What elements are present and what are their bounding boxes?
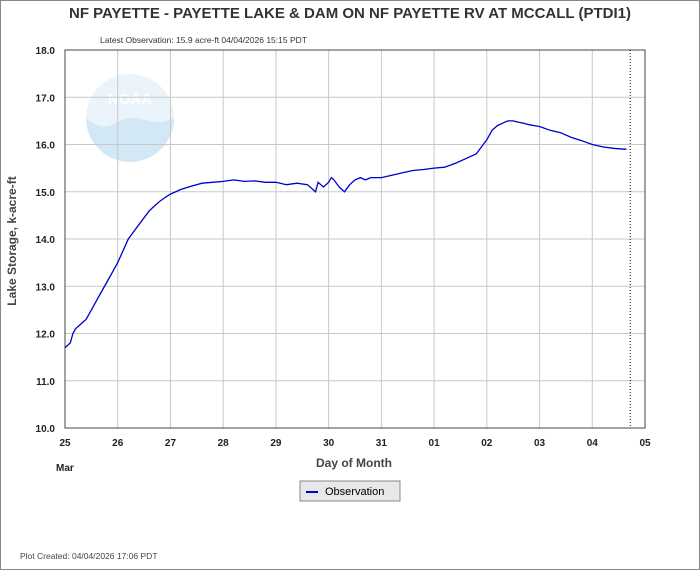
- legend: Observation: [299, 480, 401, 502]
- x-tick-label: 25: [59, 438, 71, 449]
- x-tick-label: 01: [429, 438, 441, 449]
- y-tick-label: 15.0: [36, 188, 56, 199]
- y-tick-label: 10.0: [36, 424, 56, 435]
- y-tick-label: 13.0: [36, 282, 56, 293]
- y-axis-ticks: 10.0 11.0 12.0 13.0 14.0 15.0 16.0 17.0 18.0: [36, 46, 56, 435]
- plot-area: [64, 49, 646, 429]
- x-tick-label: 02: [481, 438, 493, 449]
- x-tick-label: 31: [376, 438, 388, 449]
- observation-series-line: [64, 120, 627, 349]
- month-label: Mar: [56, 463, 74, 474]
- x-tick-label: 29: [270, 438, 282, 449]
- latest-observation: Latest Observation: 15.9 acre-ft 04/04/2…: [100, 35, 307, 45]
- chart-title: NF PAYETTE - PAYETTE LAKE & DAM ON NF PA…: [69, 5, 631, 22]
- x-tick-label: 03: [534, 438, 546, 449]
- x-tick-label: 05: [639, 438, 651, 449]
- y-tick-label: 11.0: [36, 377, 55, 388]
- legend-box: [299, 480, 401, 502]
- y-tick-label: 12.0: [36, 330, 56, 341]
- x-axis-ticks: 25 26 27 28 29 30 31 01 02 03 04 05: [59, 438, 651, 449]
- grid: [65, 50, 645, 428]
- x-tick-label: 04: [587, 438, 599, 449]
- x-axis-label: Day of Month: [316, 456, 392, 470]
- y-tick-label: 16.0: [36, 141, 56, 152]
- x-tick-label: 27: [165, 438, 177, 449]
- plot-created: Plot Created: 04/04/2026 17:06 PDT: [20, 551, 158, 561]
- legend-label-observation: Observation: [325, 486, 384, 498]
- x-tick-label: 30: [323, 438, 335, 449]
- y-tick-label: 17.0: [36, 93, 56, 104]
- noaa-watermark-text: NOAA: [108, 91, 152, 108]
- y-axis-label: Lake Storage, k-acre-ft: [5, 176, 19, 305]
- y-tick-label: 18.0: [36, 46, 56, 57]
- noaa-logo-icon: NOAA: [86, 74, 174, 162]
- x-tick-label: 28: [218, 438, 230, 449]
- y-tick-label: 14.0: [36, 235, 56, 246]
- x-tick-label: 26: [112, 438, 124, 449]
